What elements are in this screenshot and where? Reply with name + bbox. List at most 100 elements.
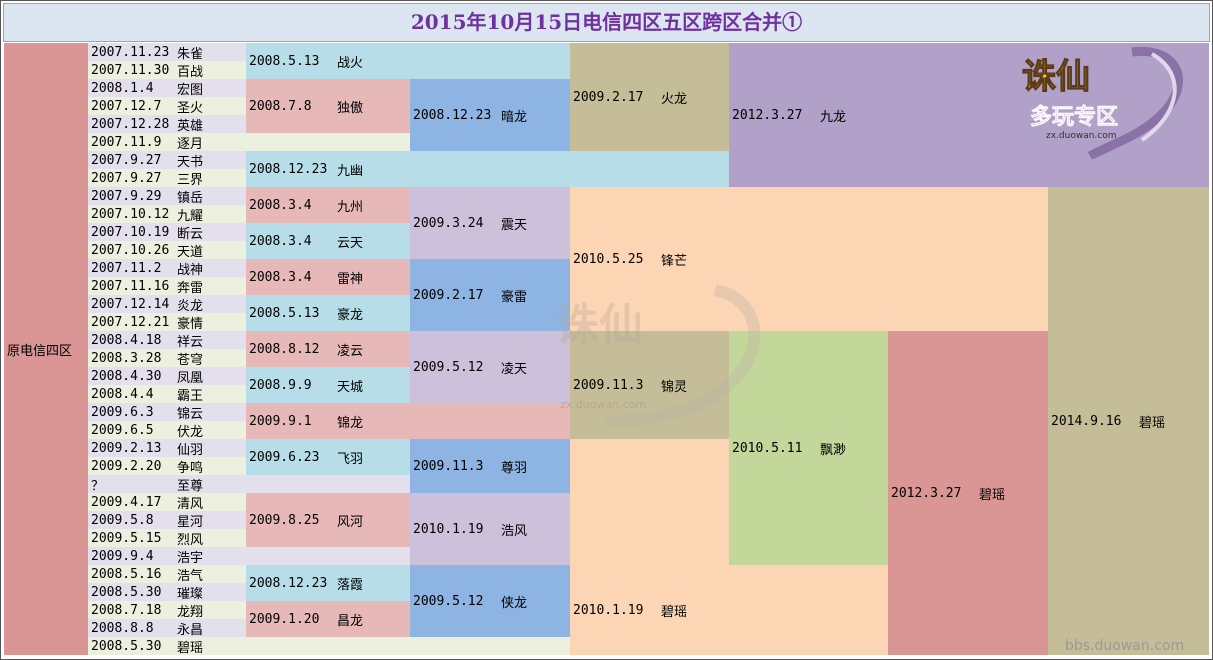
server-date: 2007.12.28: [91, 116, 170, 132]
merged-server-cell: 2012.3.27 碧瑶: [888, 331, 1048, 655]
server-name: 宏图: [177, 82, 204, 98]
merged-server-cell: 2008.3.4 云天: [246, 223, 410, 259]
server-date: 2007.10.26: [91, 242, 170, 258]
server-row: 2008.7.18 龙翔: [88, 601, 246, 619]
merge-name: 暗龙: [501, 109, 528, 125]
server-row: ？ 至尊: [88, 475, 246, 493]
server-row: 2008.5.30 碧瑶: [88, 637, 246, 655]
server-date: 2009.6.5: [91, 422, 154, 438]
merge-name: 豪雷: [501, 289, 528, 305]
server-date: 2008.1.4: [91, 80, 154, 96]
server-row: 2008.5.30 璀璨: [88, 583, 246, 601]
server-date: 2007.12.14: [91, 296, 170, 312]
server-row: 2007.12.28 英雄: [88, 115, 246, 133]
merged-server-cell: 2008.5.13 豪龙: [246, 295, 410, 331]
merged-server-cell: 2008.9.9 天城: [246, 367, 410, 403]
merge-date: 2008.12.23: [249, 161, 328, 177]
server-name: 战神: [177, 262, 204, 278]
game-logo-icon: 诛仙 多玩专区 zx.duowan.com: [1021, 46, 1183, 159]
server-name: 龙翔: [177, 604, 204, 620]
merged-server-cell: 2009.2.17 豪雷: [410, 259, 570, 331]
server-date: 2007.9.27: [91, 152, 162, 168]
merge-name: 九州: [337, 199, 364, 215]
merge-date: 2009.2.17: [573, 89, 644, 105]
server-date: 2007.12.21: [91, 314, 170, 330]
server-row: 2007.11.9 逐月: [88, 133, 246, 151]
server-name: 伏龙: [177, 424, 204, 440]
band-fill: [410, 43, 570, 79]
merge-name: 尊羽: [501, 460, 528, 476]
server-row: 2007.12.14 炎龙: [88, 295, 246, 313]
merge-date: 2008.9.9: [249, 377, 312, 393]
server-date: 2008.3.28: [91, 350, 162, 366]
server-name: 璀璨: [177, 586, 204, 602]
merge-date: 2008.5.13: [249, 53, 320, 69]
merge-name: 飘渺: [820, 442, 847, 458]
server-name: 仙羽: [177, 442, 204, 458]
server-row: 2007.9.27 天书: [88, 151, 246, 169]
merge-name: 昌龙: [337, 613, 364, 629]
server-name: 烈风: [177, 532, 204, 548]
band-fill: [729, 187, 1048, 331]
merged-server-cell: 2009.2.17 火龙: [570, 43, 729, 151]
server-date: 2007.9.27: [91, 170, 162, 186]
server-name: 三界: [177, 172, 204, 188]
merge-date: 2008.8.12: [249, 341, 320, 357]
server-row: 2009.9.4 浩宇: [88, 547, 246, 565]
server-date: 2009.4.17: [91, 494, 162, 510]
server-row: 2008.4.4 霸王: [88, 385, 246, 403]
merged-server-cell: 2010.5.11 飘渺: [729, 331, 888, 565]
server-row: 2009.2.13 仙羽: [88, 439, 246, 457]
merged-server-cell: 2008.12.23 落霞: [246, 565, 410, 601]
merge-name: 落霞: [337, 577, 364, 593]
merge-date: 2014.9.16: [1051, 413, 1122, 429]
source-watermark: bbs.duowan.com: [1065, 638, 1185, 654]
merge-date: 2010.1.19: [413, 521, 484, 537]
server-date: 2008.4.4: [91, 386, 154, 402]
merged-server-cell: 2009.9.1 锦龙: [246, 403, 410, 439]
merge-name: 战火: [337, 55, 364, 71]
server-row: 2007.11.23 朱雀: [88, 43, 246, 61]
server-date: 2009.2.13: [91, 440, 162, 456]
merge-date: 2009.9.1: [249, 413, 312, 429]
server-date: 2008.5.16: [91, 566, 162, 582]
server-row: 2007.10.12 九耀: [88, 205, 246, 223]
merge-name: 天城: [337, 379, 364, 395]
merge-date: 2008.3.4: [249, 233, 312, 249]
server-name: 九耀: [177, 208, 204, 224]
server-name: 星河: [177, 514, 204, 530]
server-date: 2008.5.30: [91, 638, 162, 654]
server-row: 2009.4.17 清风: [88, 493, 246, 511]
server-date: 2009.5.15: [91, 530, 162, 546]
merge-date: 2008.7.8: [249, 98, 312, 114]
server-name: 断云: [177, 226, 204, 242]
server-date: 2007.12.7: [91, 98, 162, 114]
merge-date: 2008.3.4: [249, 269, 312, 285]
server-row: 2007.11.30 百战: [88, 61, 246, 79]
merge-name: 飞羽: [337, 451, 364, 467]
server-date: 2009.5.8: [91, 512, 154, 528]
server-name: 锦云: [177, 406, 204, 422]
server-name: 天书: [177, 154, 204, 170]
merged-server-cell: 2009.8.25 风河: [246, 493, 410, 547]
server-name: 逐月: [177, 136, 204, 152]
server-row: 2009.5.8 星河: [88, 511, 246, 529]
merged-server-cell: 2008.3.4 九州: [246, 187, 410, 223]
merged-server-cell: 2010.1.19 浩风: [410, 493, 570, 565]
server-name: 英雄: [177, 118, 204, 134]
merged-server-cell: 2008.12.23 暗龙: [410, 79, 570, 151]
merged-server-cell: 2009.11.3 尊羽: [410, 439, 570, 493]
merge-name: 凌云: [337, 343, 364, 359]
band-fill: [246, 547, 410, 565]
server-name: 浩气: [177, 568, 204, 584]
server-date: 2008.7.18: [91, 602, 162, 618]
server-date: 2009.2.20: [91, 458, 162, 474]
server-row: 2008.4.18 祥云: [88, 331, 246, 349]
svg-text:诛仙: 诛仙: [1022, 57, 1090, 97]
merge-name: 侠龙: [501, 595, 528, 611]
server-row: 2007.9.27 三界: [88, 169, 246, 187]
server-row: 2007.11.2 战神: [88, 259, 246, 277]
server-row: 2009.2.20 争鸣: [88, 457, 246, 475]
merge-name: 碧瑶: [661, 604, 688, 620]
merge-date: 2009.11.3: [413, 458, 484, 474]
